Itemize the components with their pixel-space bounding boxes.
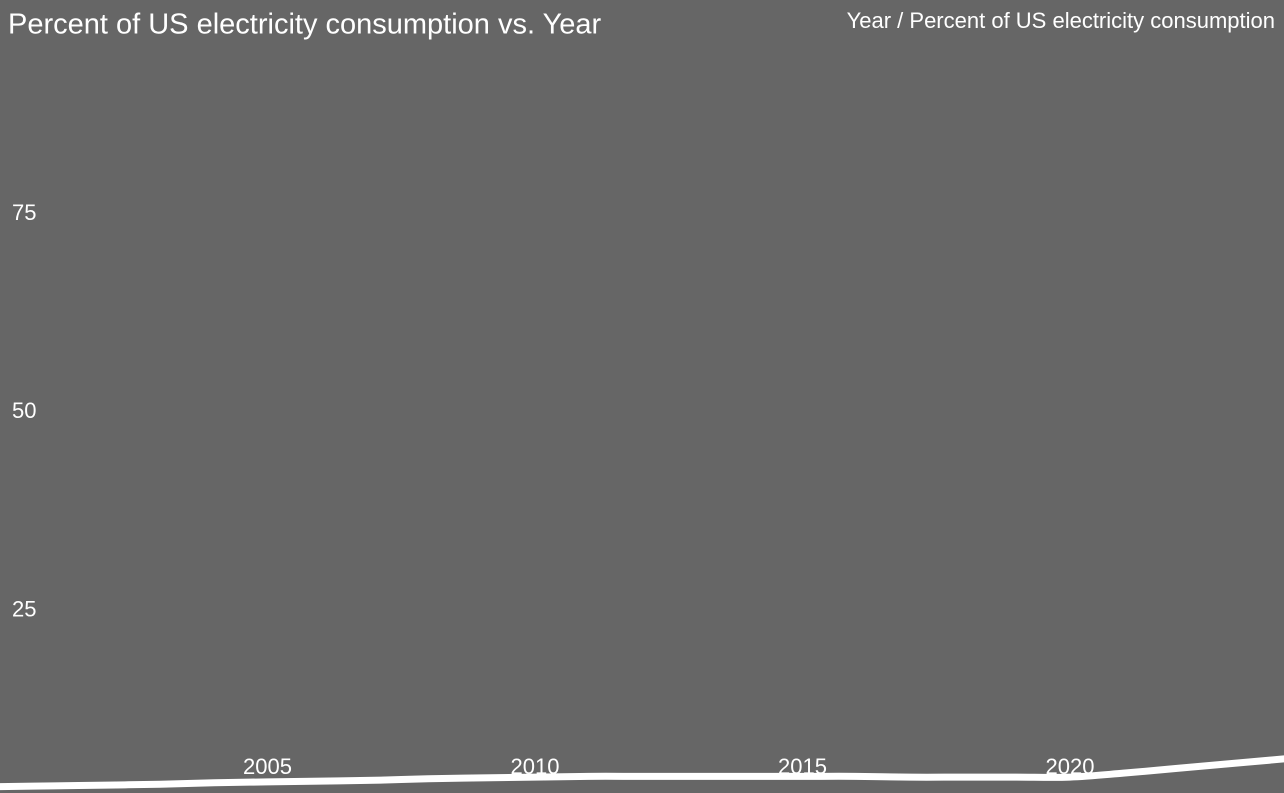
y-tick-label: 50 xyxy=(12,398,36,423)
y-tick-label: 75 xyxy=(12,200,36,225)
chart-subtitle: Year / Percent of US electricity consump… xyxy=(847,8,1275,33)
y-tick-label: 25 xyxy=(12,596,36,621)
chart-title: Percent of US electricity consumption vs… xyxy=(8,9,602,41)
x-tick-label: 2015 xyxy=(778,754,827,779)
x-tick-label: 2005 xyxy=(243,754,292,779)
x-tick-label: 2010 xyxy=(511,754,560,779)
data-line xyxy=(0,755,1284,791)
plot xyxy=(0,755,1284,791)
x-tick-label: 2020 xyxy=(1046,754,1095,779)
